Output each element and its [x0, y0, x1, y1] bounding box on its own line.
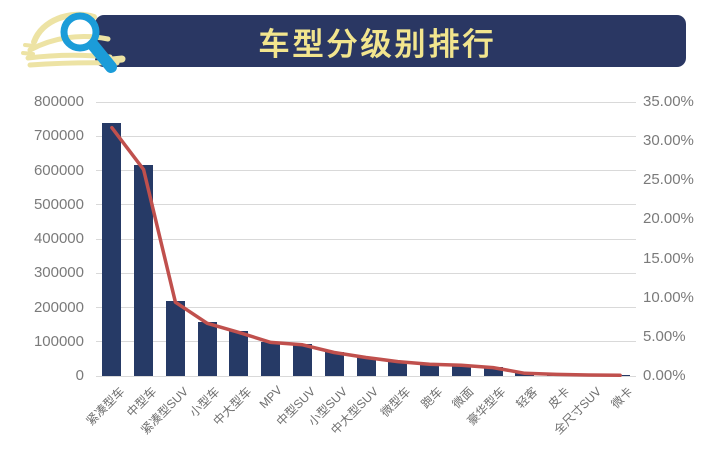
bar — [483, 367, 503, 376]
right-axis-tick-label: 25.00% — [643, 171, 694, 189]
left-axis-tick-label: 500000 — [33, 195, 84, 213]
chart-title: 车型分级别排行 — [258, 26, 497, 62]
bar — [324, 352, 344, 376]
right-axis-tick-label: 10.00% — [643, 288, 694, 306]
right-axis-tick-label: 5.00% — [643, 327, 686, 345]
left-axis-tick-label: 700000 — [33, 127, 84, 145]
bar — [388, 361, 408, 376]
gridline — [96, 170, 636, 171]
gridline — [96, 135, 636, 137]
bar — [292, 344, 312, 376]
bar — [229, 331, 249, 376]
left-axis-tick-label: 200000 — [33, 298, 84, 316]
left-axis-tick-label: 800000 — [33, 93, 84, 110]
bar — [547, 374, 567, 376]
bar — [515, 373, 535, 376]
right-axis-tick-label: 20.00% — [643, 210, 694, 228]
bar — [451, 365, 471, 376]
right-axis-tick-label: 30.00% — [643, 132, 694, 150]
bar — [356, 357, 376, 376]
gridline — [96, 204, 636, 206]
right-axis-tick-label: 15.00% — [643, 249, 694, 267]
magnifier-icon — [60, 12, 117, 73]
header-banner: 车型分级别排行 — [95, 15, 686, 67]
gridline — [96, 238, 636, 240]
right-axis-tick-label: 0.00% — [643, 367, 686, 384]
right-axis-tick-label: 35.00% — [643, 93, 694, 110]
gridline — [96, 101, 636, 103]
bar — [197, 322, 217, 376]
bar — [610, 375, 630, 376]
left-axis-tick-label: 100000 — [33, 332, 84, 350]
left-axis-tick-label: 400000 — [33, 230, 84, 247]
bar — [578, 374, 598, 376]
bar — [420, 364, 440, 376]
left-axis-tick-label: 0 — [75, 367, 84, 384]
bar — [261, 341, 281, 376]
share-line — [110, 125, 622, 378]
bar — [102, 122, 122, 376]
bar — [165, 300, 185, 376]
gridline — [96, 272, 636, 274]
left-axis-tick-label: 600000 — [33, 161, 84, 179]
bar — [134, 165, 154, 376]
car-search-icon — [21, 11, 126, 73]
left-axis-tick-label: 300000 — [33, 264, 84, 282]
